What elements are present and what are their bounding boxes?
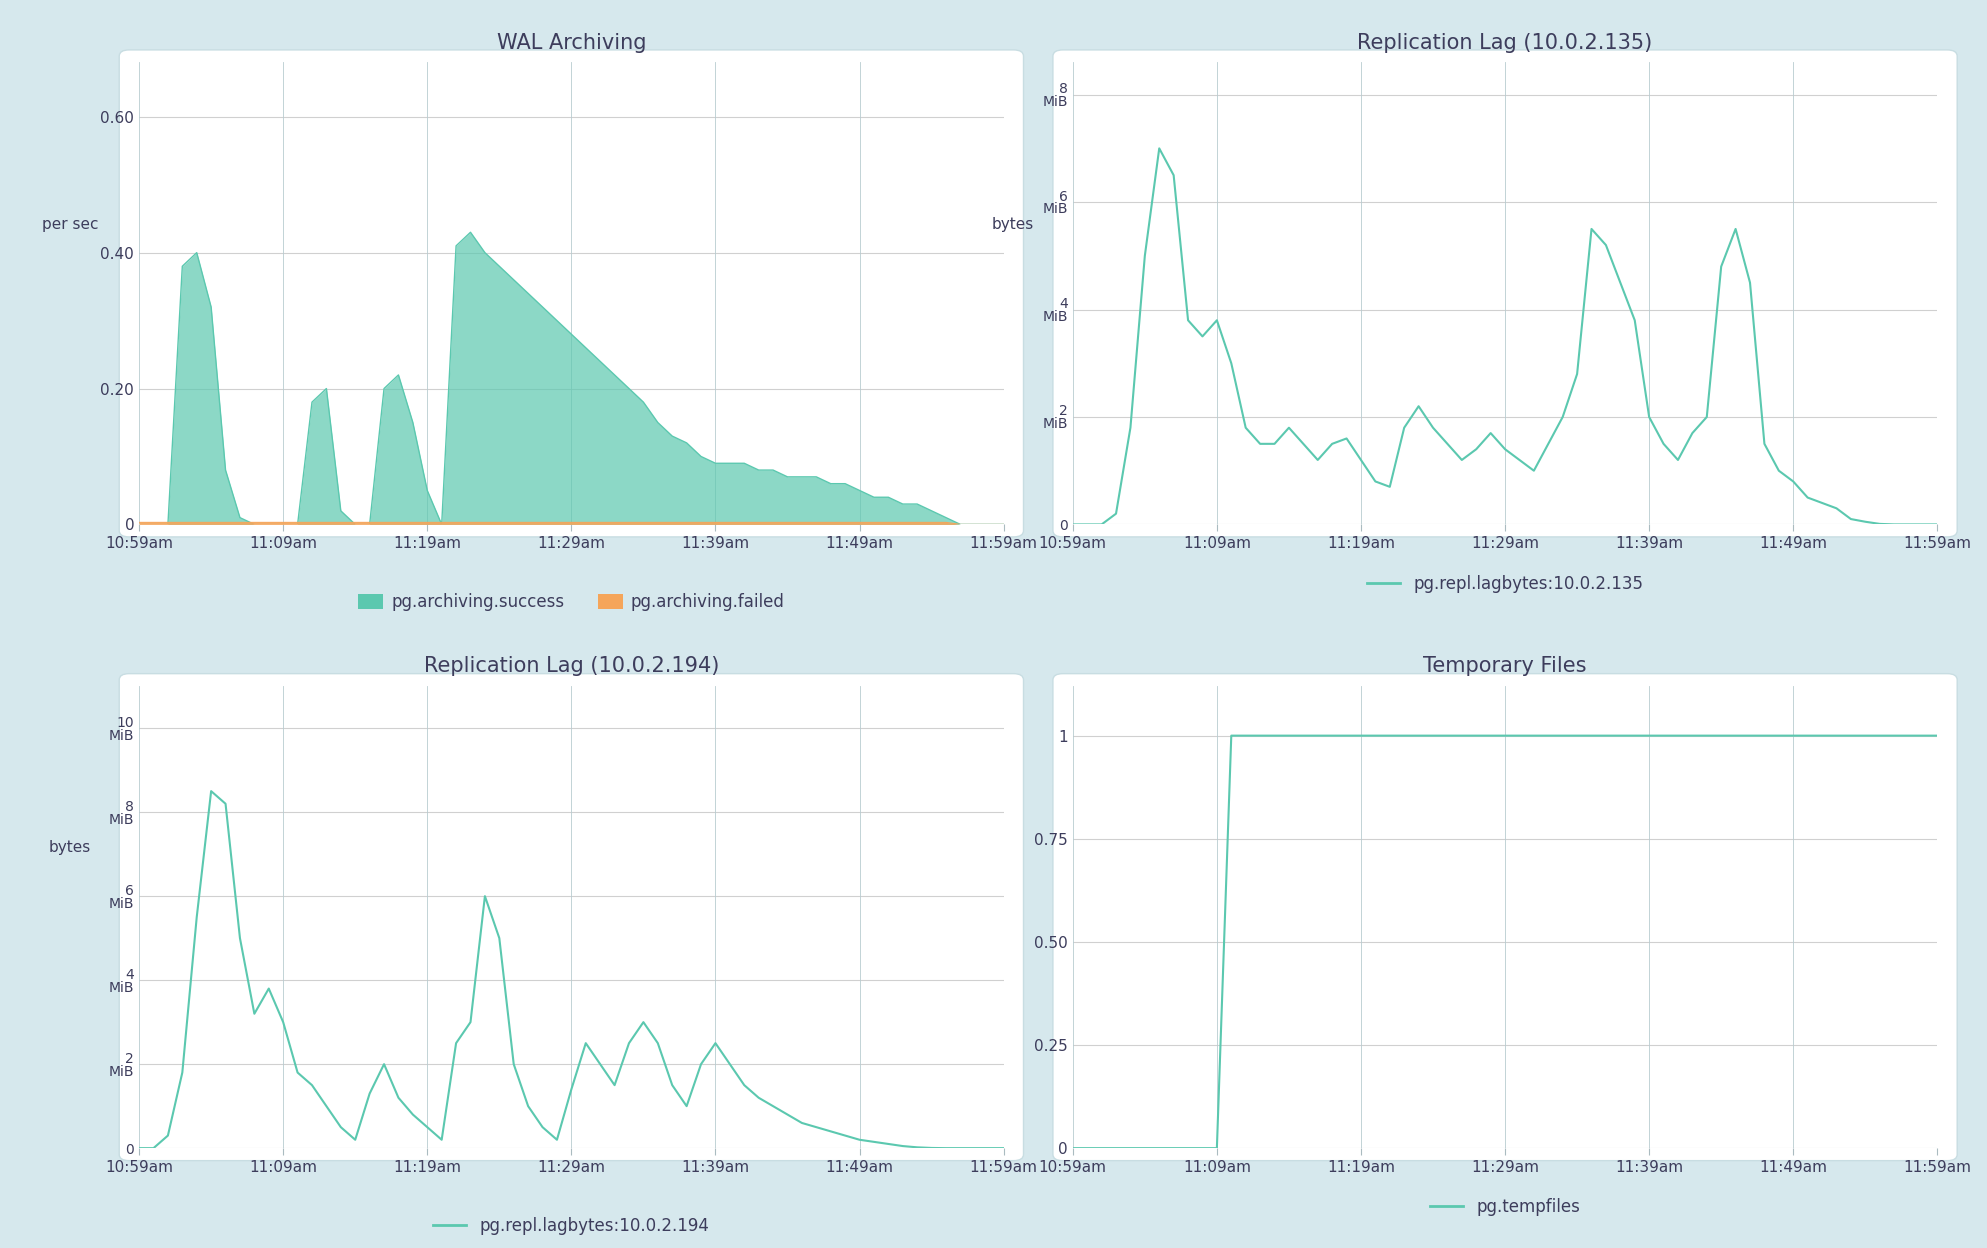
- Y-axis label: bytes: bytes: [50, 840, 91, 855]
- Legend: pg.tempfiles: pg.tempfiles: [1423, 1192, 1588, 1223]
- Legend: pg.repl.lagbytes:10.0.2.135: pg.repl.lagbytes:10.0.2.135: [1359, 568, 1649, 599]
- Legend: pg.repl.lagbytes:10.0.2.194: pg.repl.lagbytes:10.0.2.194: [427, 1211, 715, 1242]
- Title: WAL Archiving: WAL Archiving: [497, 32, 646, 52]
- Title: Replication Lag (10.0.2.135): Replication Lag (10.0.2.135): [1357, 32, 1653, 52]
- Title: Temporary Files: Temporary Files: [1423, 656, 1588, 676]
- Legend: pg.archiving.success, pg.archiving.failed: pg.archiving.success, pg.archiving.faile…: [352, 587, 791, 618]
- Y-axis label: per sec: per sec: [42, 217, 97, 232]
- Y-axis label: bytes: bytes: [992, 217, 1033, 232]
- Title: Replication Lag (10.0.2.194): Replication Lag (10.0.2.194): [423, 656, 719, 676]
